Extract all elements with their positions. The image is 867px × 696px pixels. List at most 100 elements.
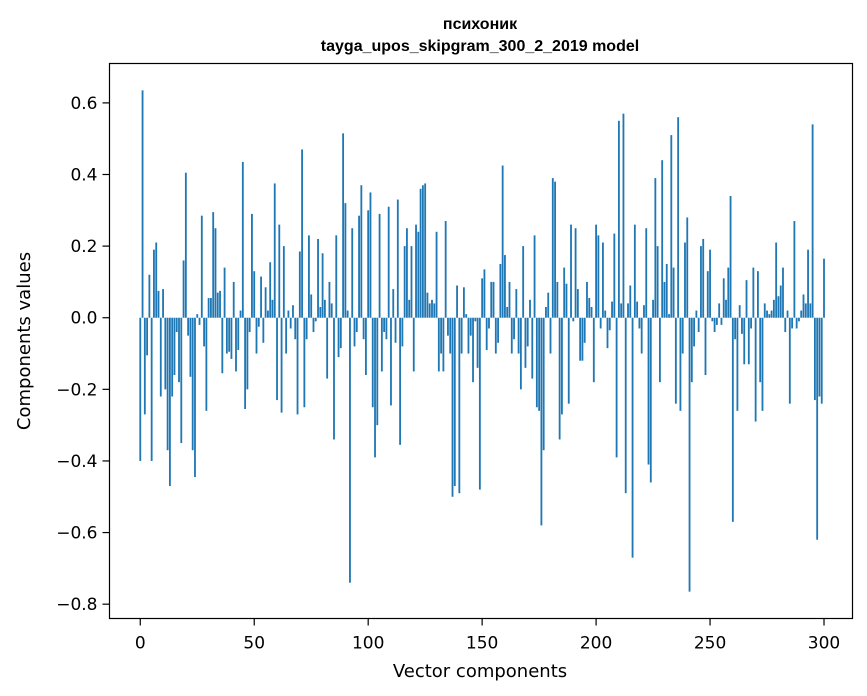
bar-component-48 [248, 317, 251, 333]
bar-component-232 [668, 314, 670, 318]
bar-component-244 [695, 310, 698, 318]
bar-component-3 [146, 317, 149, 356]
bar-component-248 [704, 317, 707, 376]
bar-component-164 [513, 317, 515, 340]
bar-component-289 [798, 317, 800, 322]
bar-component-55 [264, 287, 267, 318]
bar-component-5 [150, 317, 153, 461]
bar-component-138 [453, 317, 456, 487]
bar-component-148 [476, 317, 479, 368]
bar-component-294 [809, 303, 812, 318]
bar-component-207 [611, 301, 613, 318]
bar-component-198 [590, 306, 593, 318]
bar-component-145 [469, 317, 472, 336]
bar-component-110 [390, 317, 392, 406]
bar-component-108 [385, 317, 388, 340]
bar-component-160 [504, 255, 506, 318]
bar-component-268 [750, 317, 752, 329]
bar-component-257 [725, 299, 727, 318]
y-tick-label: 0.2 [70, 237, 97, 257]
bar-component-220 [640, 317, 643, 354]
bar-component-84 [330, 303, 333, 318]
bar-component-285 [788, 317, 791, 404]
bar-component-60 [276, 317, 278, 401]
bar-component-188 [567, 317, 570, 404]
bar-component-233 [670, 135, 673, 318]
bar-component-258 [727, 267, 730, 318]
bar-component-281 [779, 285, 782, 318]
bar-component-0 [139, 317, 142, 461]
bar-component-217 [633, 224, 636, 318]
bar-component-292 [804, 303, 807, 318]
bar-component-228 [659, 317, 661, 383]
bar-component-53 [260, 276, 262, 318]
bar-component-146 [472, 317, 474, 383]
bar-component-195 [583, 317, 586, 343]
bar-component-173 [533, 235, 536, 318]
bar-component-196 [586, 281, 588, 318]
bar-component-211 [620, 303, 623, 318]
bar-component-23 [191, 317, 194, 451]
bar-component-75 [310, 294, 313, 318]
bar-component-33 [214, 228, 217, 318]
bar-component-87 [337, 317, 340, 358]
bar-component-279 [775, 242, 778, 318]
bar-component-239 [684, 242, 686, 318]
bar-component-113 [396, 199, 399, 318]
bar-component-222 [645, 228, 648, 318]
bar-component-134 [444, 221, 447, 318]
bar-component-295 [811, 124, 814, 318]
bar-component-47 [246, 317, 249, 390]
bar-component-116 [403, 246, 406, 318]
bar-component-287 [793, 221, 796, 318]
bar-component-14 [171, 317, 174, 397]
bar-component-167 [519, 317, 522, 390]
bar-component-94 [353, 317, 356, 347]
bar-component-50 [253, 271, 256, 318]
bar-component-264 [741, 317, 743, 334]
bar-component-96 [358, 215, 360, 318]
bar-component-150 [481, 278, 484, 318]
bar-component-300 [823, 258, 825, 318]
bar-component-274 [763, 303, 766, 318]
bar-component-81 [323, 299, 326, 318]
bar-component-90 [344, 203, 347, 318]
bar-component-8 [157, 290, 160, 318]
bar-component-162 [508, 281, 511, 318]
bar-component-79 [319, 306, 322, 318]
bar-component-216 [631, 317, 634, 558]
bar-component-49 [251, 213, 253, 318]
y-tick-label: 0.4 [70, 166, 97, 186]
bar-component-24 [194, 317, 196, 478]
bar-component-26 [198, 317, 201, 325]
bar-component-204 [604, 310, 607, 318]
bar-component-166 [517, 317, 520, 354]
bar-component-58 [271, 299, 274, 318]
bar-component-9 [159, 317, 162, 397]
y-axis-ticks: −0.8 −0.6 −0.4 −0.2 0.0 0.2 0.4 0.6 [56, 94, 110, 615]
bar-component-163 [510, 317, 513, 354]
bar-component-12 [166, 317, 169, 451]
bar-component-266 [745, 280, 748, 318]
bar-component-251 [711, 317, 714, 322]
bar-component-231 [665, 264, 668, 318]
bar-component-290 [800, 310, 803, 318]
bar-component-197 [588, 298, 591, 318]
bar-component-124 [421, 185, 424, 318]
bar-component-243 [693, 317, 696, 347]
bar-component-41 [232, 281, 235, 318]
bar-component-271 [757, 271, 759, 318]
bar-component-125 [424, 183, 427, 318]
bar-component-283 [784, 317, 787, 333]
bar-component-288 [795, 317, 798, 329]
bar-component-296 [813, 317, 816, 401]
bar-component-170 [526, 317, 529, 347]
bar-component-136 [449, 317, 452, 354]
bar-component-39 [228, 317, 231, 352]
bar-component-76 [312, 317, 315, 333]
bar-component-2 [143, 317, 146, 415]
bar-component-93 [351, 228, 354, 318]
bar-component-191 [574, 228, 577, 318]
bar-component-66 [289, 317, 292, 329]
bar-component-64 [285, 317, 288, 354]
